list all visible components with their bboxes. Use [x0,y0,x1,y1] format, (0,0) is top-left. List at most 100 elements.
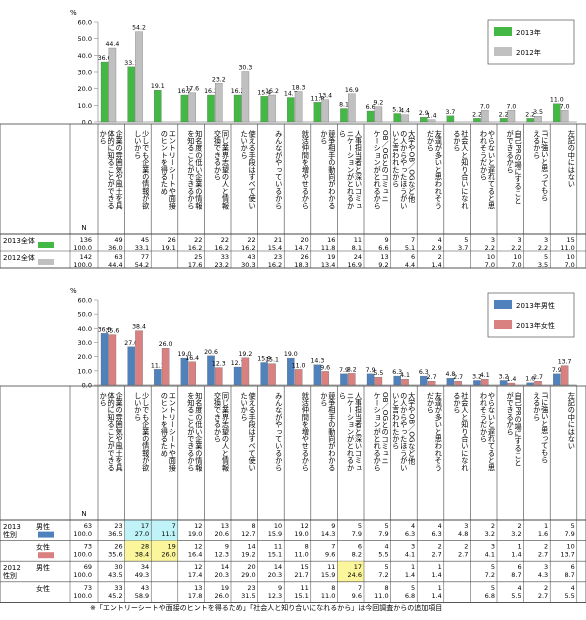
cell-n-pct: 100.0 [73,592,92,600]
category-label: の人からやったほうがい [400,130,409,209]
cell-count: 7 [172,522,176,530]
bar-gender-s0 [446,378,455,386]
table-border [0,519,586,603]
cell-count: 21 [274,236,282,244]
cell-count: 3 [544,236,548,244]
category-label: ITに強いと思ってもら [541,392,550,463]
cell-n: 136 [80,236,92,244]
category-label: えるから [533,130,542,159]
cell-pct: 44.4 [108,261,122,269]
cell-count: 10 [513,253,521,261]
category-label: 人事担当者と深いコミュ [355,392,364,471]
category-label: しいから [134,130,143,159]
cell-count: 2 [544,584,548,592]
cell-pct: 7.0 [485,261,495,269]
cell-pct: 15.1 [294,592,308,600]
cell-pct: 7.2 [485,571,495,579]
category-label: みんながやっているから [275,130,284,209]
cell-pct: 11.0 [321,592,335,600]
data-label: 6.3 [419,369,429,376]
cell-pct: 19.0 [188,530,202,538]
bar-gender-s1 [321,371,329,386]
cell-count: 6 [411,253,415,261]
cell-pct: 6.6 [378,244,388,252]
cell-count: 8 [384,584,388,592]
category-label: 少しでも企業の情報が欲 [142,392,151,472]
cell-count: 6 [517,563,521,571]
cell-count: 8 [251,522,255,530]
cell-count: 23 [274,253,282,261]
cell-pct: 11.0 [374,592,388,600]
category-label: 就活仲間を増やせるから [301,129,310,209]
category-label: 自己PRの場にすること [514,391,523,466]
cell-pct: 36.5 [108,530,122,538]
category-label: を知ることができるから [187,130,196,209]
cell-count: 12 [194,563,202,571]
cell-pct: 3.5 [538,261,548,269]
data-label: 23.2 [212,76,226,83]
category-label: 社会人と知り合いになれ [461,129,470,209]
cell-pct: 31.5 [241,592,255,600]
data-label: 5.1 [392,107,402,114]
category-label: ケーションがとれるから [373,130,382,209]
cell-count: 11 [301,584,309,592]
category-label: 人事担当者と深いコミュ [355,130,364,209]
cell-pct: 9.6 [352,592,362,600]
data-label: 3.7 [445,109,455,116]
bar-overall-s1 [108,47,117,123]
cell-pct: 16.2 [268,261,282,269]
cell-pct: 19.1 [161,244,175,252]
bar-overall-s0 [366,110,375,123]
cell-count: 12 [301,522,309,530]
data-label: 16.2 [178,88,192,95]
cell-count: 2 [438,253,442,261]
category-label: 知名度の低い企業の情報 [195,391,204,472]
data-label: 9.2 [373,100,383,107]
cell-n: 73 [84,543,92,551]
cell-pct: 6.8 [485,592,495,600]
legend-box [487,292,575,338]
category-label: のヒントを得るため [160,392,169,457]
cell-pct: 7.9 [378,530,388,538]
cell-count: 22 [221,236,229,244]
cell-pct: 14.7 [294,244,308,252]
cell-count: 77 [141,253,149,261]
cell-count: 23 [247,584,255,592]
cell-pct: 16.4 [188,551,202,559]
cell-pct: 3.2 [485,530,495,538]
category-label: 左記の中にはない [567,391,576,449]
cell-count: 15 [301,563,309,571]
cell-pct: 4.4 [405,261,415,269]
cell-count: 23 [114,522,122,530]
cell-count: 13 [194,584,202,592]
cell-pct: 45.2 [108,592,122,600]
category-label: ケーションがとれるから [373,392,382,471]
cell-count: 10 [274,522,282,530]
cell-pct: 6.8 [405,592,415,600]
cell-pct: 15.9 [268,530,282,538]
data-label: 54.2 [132,25,146,32]
data-label: 11.0 [292,362,306,369]
cell-count: 3 [411,543,415,551]
cell-pct: 24.6 [348,571,362,579]
bar-gender-s1 [560,365,569,386]
cell-count: 26 [301,253,309,261]
bar-overall-s1 [135,31,143,123]
category-label: 同じ業界志望の人と情報 [222,392,231,472]
bar-gender-s0 [340,373,348,386]
bar-gender-s1 [454,381,462,386]
row-label: 女性 [36,584,50,593]
y-tick-label: 60.0 [78,19,92,27]
cell-pct: 14.3 [321,530,335,538]
bar-gender-s0 [499,380,508,386]
cell-pct: 26.0 [215,592,229,600]
bar-gender-s0 [100,333,109,386]
cell-n-pct: 100.0 [73,261,92,269]
cell-count: 1 [411,563,415,571]
category-label: るから [453,130,462,152]
cell-count: 2 [491,522,495,530]
data-label: 11.0 [550,97,564,104]
cell-pct: 15.4 [268,244,282,252]
category-label: 企業の雰囲気や風土を具 [115,129,124,210]
category-label: いと言われたから [392,130,401,188]
